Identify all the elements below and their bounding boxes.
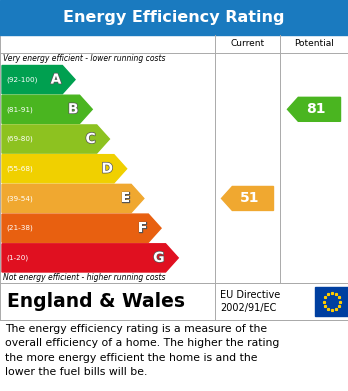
Text: The energy efficiency rating is a measure of the
overall efficiency of a home. T: The energy efficiency rating is a measur… [5,324,279,377]
Polygon shape [2,244,178,272]
Text: EU Directive
2002/91/EC: EU Directive 2002/91/EC [220,289,280,314]
Text: Not energy efficient - higher running costs: Not energy efficient - higher running co… [3,273,166,282]
Text: Energy Efficiency Rating: Energy Efficiency Rating [63,10,285,25]
Text: C: C [86,132,96,146]
Polygon shape [2,66,75,94]
Text: 51: 51 [240,192,259,205]
Text: Current: Current [230,39,264,48]
Polygon shape [287,97,341,121]
Text: 81: 81 [306,102,326,116]
Polygon shape [2,95,92,124]
Text: (21-38): (21-38) [6,225,33,231]
Bar [0,35,348,283]
Bar [0,0,348,35]
Text: (55-68): (55-68) [6,165,33,172]
Text: (69-80): (69-80) [6,136,33,142]
Polygon shape [2,185,144,213]
Text: A: A [50,73,61,87]
Text: (92-100): (92-100) [6,76,37,83]
Text: Very energy efficient - lower running costs: Very energy efficient - lower running co… [3,54,166,63]
Polygon shape [2,125,110,153]
Text: E: E [121,192,130,205]
Text: England & Wales: England & Wales [7,292,185,311]
Text: (81-91): (81-91) [6,106,33,113]
Polygon shape [221,187,274,210]
Polygon shape [2,155,127,183]
Bar [0,283,348,320]
Text: D: D [102,162,113,176]
Bar [315,287,348,316]
Text: Potential: Potential [294,39,334,48]
Text: (1-20): (1-20) [6,255,28,261]
Text: (39-54): (39-54) [6,195,33,202]
Polygon shape [2,214,161,242]
Text: G: G [153,251,165,265]
Text: F: F [138,221,147,235]
Text: B: B [68,102,79,116]
